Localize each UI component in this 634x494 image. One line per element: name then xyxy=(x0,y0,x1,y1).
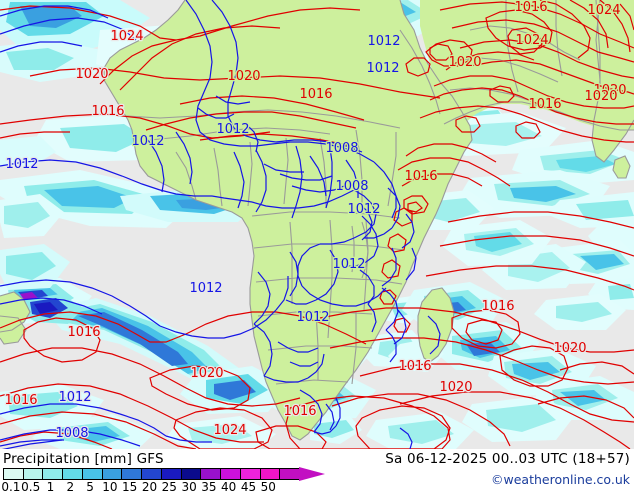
colorbar-tick-label: 2 xyxy=(66,480,75,494)
colorbar-tick-label: 0.1 xyxy=(1,480,21,494)
colorbar-swatch xyxy=(63,469,83,479)
isobar-label: 1008 xyxy=(325,141,358,156)
high-pressure-isobars xyxy=(0,0,634,449)
isobar-label: 1016 xyxy=(514,0,547,15)
isobar-label: 1020 xyxy=(584,89,617,104)
colorbar-swatch xyxy=(122,469,143,479)
colorbar-tick-label: 50 xyxy=(260,480,276,494)
colorbar-tick-labels: 0.1 0.5 1 2 5 10 15 20 25 30 35 40 45 50 xyxy=(0,480,330,494)
colorbar-swatch xyxy=(240,469,261,479)
sri-lanka xyxy=(613,156,630,178)
isobar-label: 1020 xyxy=(593,83,626,98)
colorbar-tick-label: 35 xyxy=(201,480,217,494)
colorbar-swatch xyxy=(142,469,162,479)
colorbar-tick-label: 10 xyxy=(102,480,118,494)
colorbar-tick-label: 0.5 xyxy=(21,480,41,494)
isobar-label: 1012 xyxy=(367,34,400,49)
isobar-label: 1016 xyxy=(528,97,561,112)
isobar-label: 1012 xyxy=(131,134,164,149)
colorbar-swatch xyxy=(102,469,123,479)
colorbar-tick-label: 20 xyxy=(141,480,158,494)
colorbar-swatch xyxy=(280,469,300,479)
colorbar-overflow-arrow xyxy=(299,467,325,481)
isobar-label: 1012 xyxy=(347,202,380,217)
colorbar-swatch xyxy=(43,469,64,479)
isobar-label: 1024 xyxy=(587,3,620,18)
isobar-label: 1020 xyxy=(75,67,108,82)
colorbar-swatch xyxy=(4,469,24,479)
india-landmass xyxy=(592,0,634,162)
colorbar-tick-label: 40 xyxy=(221,480,237,494)
legend-title: Precipitation [mm] GFS xyxy=(3,451,164,467)
isobar-label: 1012 xyxy=(189,281,222,296)
isobar-label: 1020 xyxy=(439,380,472,395)
isobar-label: 1016 xyxy=(299,87,332,102)
isobar-label: 1016 xyxy=(4,393,37,408)
legend-footer: Precipitation [mm] GFS 0.1 0.5 1 2 5 10 15 20 25… xyxy=(0,449,634,494)
colorbar-tick-label: 25 xyxy=(161,480,177,494)
isobar-labels: 1024 1020 1016 1012 1012 1012 1020 1016 1016 1012… xyxy=(3,0,628,442)
colorbar-tick-label: 5 xyxy=(86,480,94,494)
arabia-eurasia-landmass xyxy=(420,0,634,132)
colorbar-swatch xyxy=(82,469,103,479)
colorbar-swatch xyxy=(201,469,222,479)
isobar-label: 1020 xyxy=(553,341,586,356)
colorbar-swatch xyxy=(260,469,281,479)
colorbar-swatch xyxy=(23,469,44,479)
copyright-credit: ©weatheronline.co.uk xyxy=(491,472,630,487)
isobar-label: 1016 xyxy=(404,169,437,184)
isobar-label: 1016 xyxy=(481,299,514,314)
precipitation-colorbar[interactable] xyxy=(3,468,300,480)
isobar-label: 1012 xyxy=(332,257,365,272)
map-canvas[interactable]: 1024 1020 1016 1012 1012 1012 1020 1016 1016 1012… xyxy=(0,0,634,449)
colorbar-tick-label: 45 xyxy=(240,480,257,494)
colorbar-swatch xyxy=(161,469,182,479)
isobar-label: 1016 xyxy=(67,325,100,340)
isobar-label: 1024 xyxy=(515,33,548,48)
low-pressure-isobars xyxy=(0,0,441,449)
isobar-label: 1012 xyxy=(5,157,38,172)
isobar-label: 1020 xyxy=(448,55,481,70)
colorbar-swatch xyxy=(181,469,202,479)
colorbar-tick-label: 30 xyxy=(181,480,197,494)
colorbar-wrapper xyxy=(3,467,325,481)
colorbar-tick-label: 1 xyxy=(46,480,55,494)
isobar-label: 1024 xyxy=(213,423,246,438)
country-borders xyxy=(0,0,634,441)
colorbar-tick-label: 15 xyxy=(122,480,138,494)
isobar-label: 1012 xyxy=(58,390,91,405)
isobar-label: 1016 xyxy=(91,104,124,119)
precipitation-map[interactable]: 1024 1020 1016 1012 1012 1012 1020 1016 1016 1012… xyxy=(0,0,634,449)
isobar-label: 1012 xyxy=(216,122,249,137)
isobar-label: 1020 xyxy=(227,69,260,84)
isobar-label: 1020 xyxy=(190,366,223,381)
colorbar-swatch xyxy=(221,469,241,479)
isobar-label: 1012 xyxy=(296,310,329,325)
isobar-label: 1008 xyxy=(55,426,88,441)
isobar-label: 1024 xyxy=(110,29,143,44)
isobar-label: 1016 xyxy=(398,359,431,374)
model-run-datetime: Sa 06-12-2025 00..03 UTC (18+57) xyxy=(385,451,630,467)
south-america-sliver-2 xyxy=(0,316,26,344)
isobar-label: 1016 xyxy=(283,404,316,419)
isobar-label: 1012 xyxy=(366,61,399,76)
isobar-label: 1008 xyxy=(335,179,368,194)
